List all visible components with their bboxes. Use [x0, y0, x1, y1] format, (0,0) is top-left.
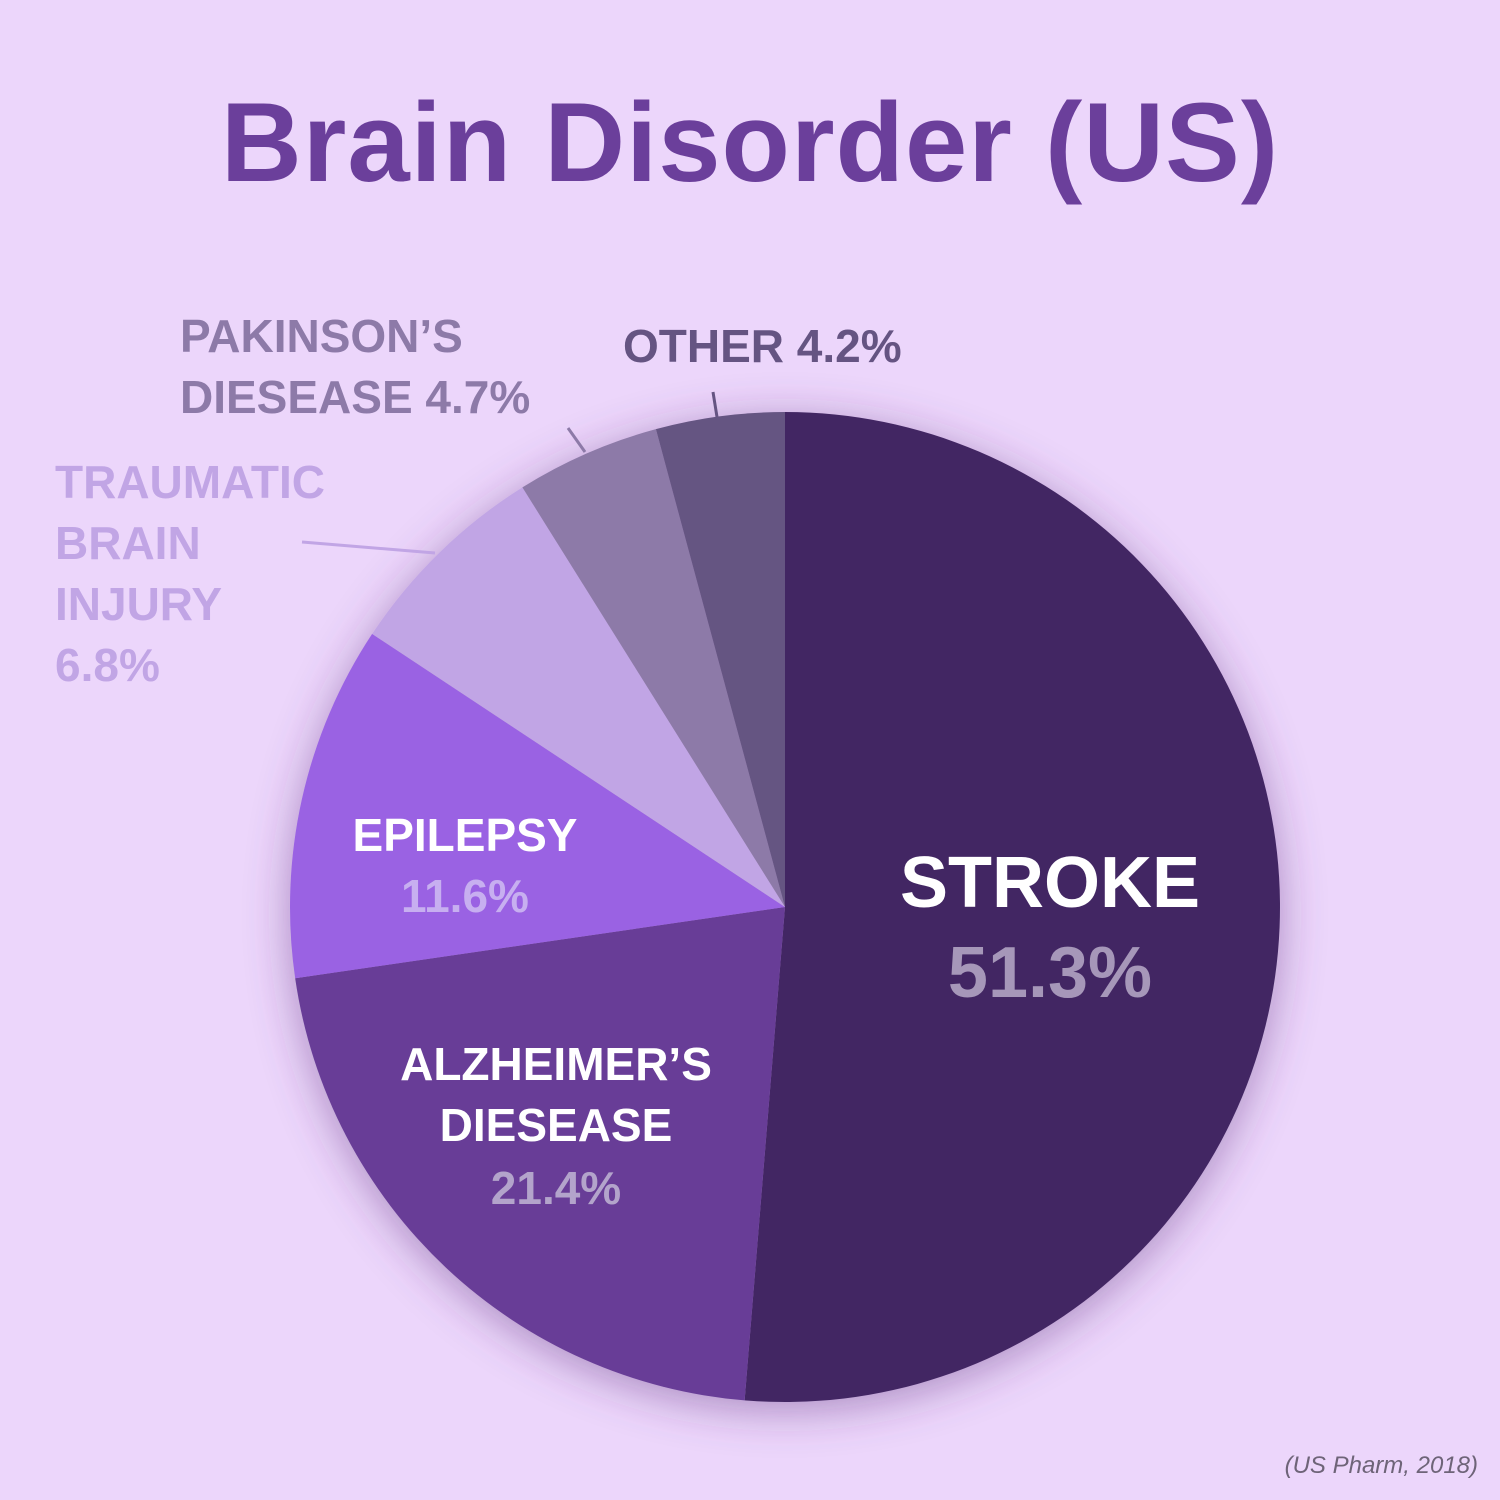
- leader-line-other: [711, 391, 719, 418]
- pie-slice-epilepsy: [290, 633, 785, 979]
- slice-label-alzheimers-line1: ALZHEIMER’S: [400, 1038, 712, 1090]
- pie-slice-other: [655, 412, 785, 907]
- slice-label-parkinsons-line2: DIESEASE 4.7%: [180, 371, 530, 423]
- source-citation: (US Pharm, 2018): [1284, 1452, 1478, 1479]
- slice-value-epilepsy: 11.6%: [401, 870, 529, 922]
- leader-line-tbi: [301, 540, 436, 555]
- slice-label-tbi-line3: INJURY: [55, 578, 222, 630]
- slice-label-tbi-line1: TRAUMATIC: [55, 456, 325, 508]
- slice-label-stroke: STROKE: [900, 843, 1200, 923]
- pie-slice-traumatic-brain-injury: [372, 487, 785, 907]
- slice-label-other: OTHER 4.2%: [623, 320, 902, 372]
- pie-slice-alzheimer-s-diesease: [295, 907, 785, 1401]
- slice-value-tbi: 6.8%: [55, 639, 160, 691]
- pie-slice-pakinson-s-diesease: [522, 429, 785, 907]
- slice-label-parkinsons-line1: PAKINSON’S: [180, 310, 463, 362]
- slice-value-alzheimers: 21.4%: [491, 1162, 621, 1214]
- slice-label-tbi-line2: BRAIN: [55, 517, 201, 569]
- leader-line-parkinsons: [566, 427, 587, 453]
- slice-value-other: 4.2%: [797, 320, 902, 372]
- chart-title: Brain Disorder (US): [220, 80, 1280, 205]
- slice-label-alzheimers-line2: DIESEASE: [440, 1099, 673, 1151]
- slice-label-epilepsy: EPILEPSY: [353, 809, 578, 861]
- slice-value-parkinsons: 4.7%: [425, 371, 530, 423]
- pie-slice-stroke: [744, 412, 1280, 1402]
- slice-value-stroke: 51.3%: [948, 933, 1152, 1013]
- pie-slices: [290, 412, 1280, 1402]
